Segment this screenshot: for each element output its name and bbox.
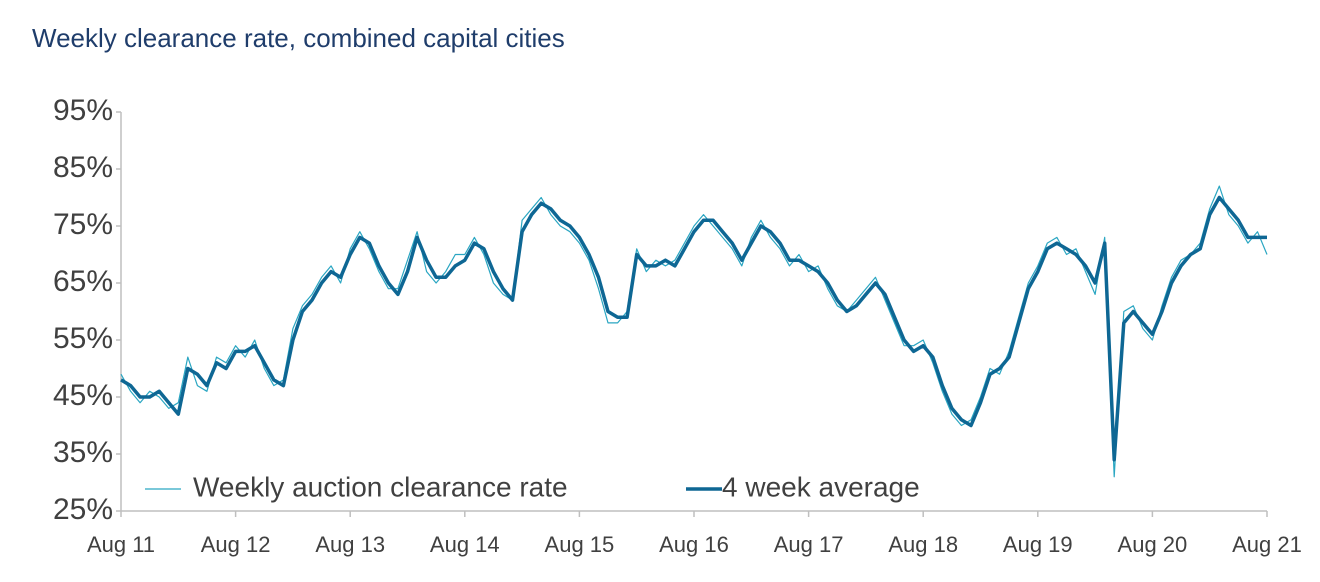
x-tick-label: Aug 13 <box>315 532 385 557</box>
y-tick-label: 25% <box>53 493 113 526</box>
legend-label: Weekly auction clearance rate <box>193 471 568 502</box>
x-tick-label: Aug 11 <box>87 532 155 557</box>
x-tick-label: Aug 12 <box>201 532 271 557</box>
y-tick-label: 85% <box>53 151 113 184</box>
y-tick-label: 65% <box>53 265 113 298</box>
x-tick-label: Aug 16 <box>659 532 729 557</box>
legend-label: 4 week average <box>722 471 920 502</box>
y-tick-label: 45% <box>53 379 113 412</box>
y-tick-label: 75% <box>53 208 113 241</box>
x-tick-label: Aug 19 <box>1003 532 1073 557</box>
x-tick-label: Aug 14 <box>430 532 500 557</box>
x-tick-label: Aug 21 <box>1232 532 1302 557</box>
x-tick-label: Aug 18 <box>888 532 958 557</box>
series-line <box>120 185 1268 478</box>
y-tick-label: 55% <box>53 322 113 355</box>
x-tick-label: Aug 20 <box>1118 532 1188 557</box>
chart-title: Weekly clearance rate, combined capital … <box>32 23 565 53</box>
y-tick-label: 35% <box>53 436 113 469</box>
series-line <box>120 195 1267 462</box>
y-tick-label: 95% <box>53 94 113 127</box>
x-tick-label: Aug 17 <box>774 532 844 557</box>
x-tick-label: Aug 15 <box>545 532 615 557</box>
